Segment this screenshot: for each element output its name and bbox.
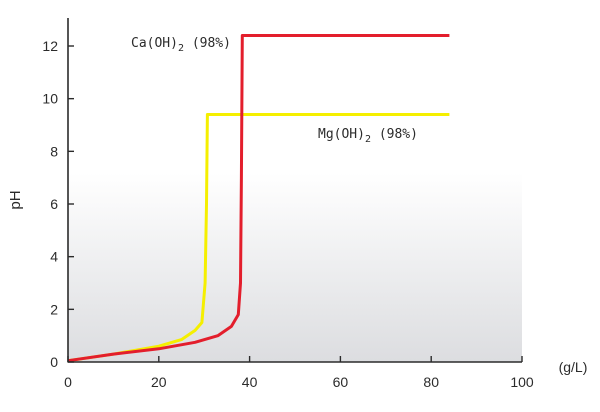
x-tick-label-60: 60 xyxy=(333,374,349,390)
series-layer xyxy=(67,34,450,363)
series-line-1 xyxy=(67,34,450,363)
y-tick-label-0: 0 xyxy=(50,354,58,370)
y-tick-label-8: 8 xyxy=(50,143,58,159)
y-axis-label: pH xyxy=(7,190,24,209)
y-tick-label-2: 2 xyxy=(50,301,58,317)
y-tick-label-12: 12 xyxy=(42,38,58,54)
y-tick-label-10: 10 xyxy=(42,91,58,107)
series-line-0 xyxy=(67,113,450,363)
y-tick-label-4: 4 xyxy=(50,249,58,265)
x-tick-label-0: 0 xyxy=(64,374,72,390)
plot-background xyxy=(68,18,522,362)
y-tick-label-6: 6 xyxy=(50,196,58,212)
x-tick-label-20: 20 xyxy=(151,374,167,390)
x-tick-label-80: 80 xyxy=(423,374,439,390)
x-tick-label-40: 40 xyxy=(242,374,258,390)
axes-layer xyxy=(67,18,523,363)
x-tick-label-100: 100 xyxy=(510,374,534,390)
labels-layer: 0 20 40 60 80 100 0 2 4 6 8 10 12 pH (g/L) Mg(OH)2 (98%… xyxy=(7,36,587,390)
x-axis-unit-label: (g/L) xyxy=(559,359,588,375)
series-label-0: Mg(OH)2 (98%) xyxy=(318,127,418,145)
series-label-1: Ca(OH)2 (98%) xyxy=(131,36,231,54)
